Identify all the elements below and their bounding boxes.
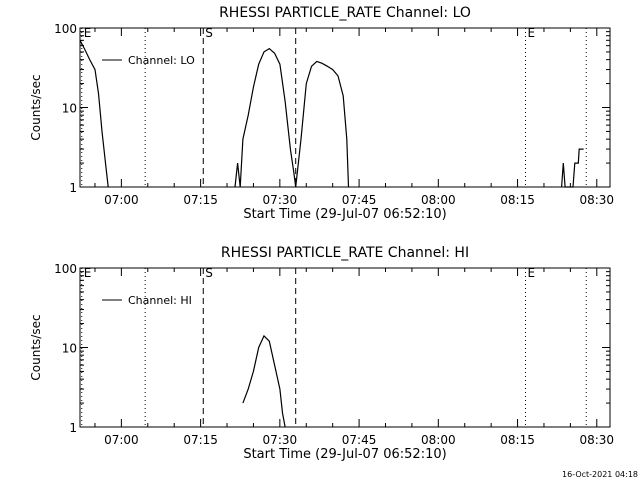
chart-title: RHESSI PARTICLE_RATE Channel: HI bbox=[221, 245, 469, 261]
x-tick-label: 08:30 bbox=[579, 433, 614, 447]
x-tick-label: 08:00 bbox=[421, 433, 456, 447]
y-tick-label: 10 bbox=[62, 102, 77, 116]
data-series-line bbox=[242, 334, 286, 428]
data-series-line bbox=[295, 60, 350, 188]
x-tick-label: 08:15 bbox=[500, 193, 535, 207]
y-axis-label: Counts/sec bbox=[29, 314, 43, 380]
event-marker-label: E bbox=[84, 26, 92, 40]
x-tick-label: 07:00 bbox=[104, 193, 139, 207]
event-marker-label: E bbox=[527, 266, 535, 280]
plot-panel-2: RHESSI PARTICLE_RATE Channel: HI 1 10 100 07… bbox=[29, 245, 614, 462]
legend-label: Channel: HI bbox=[128, 294, 192, 307]
chart-title: RHESSI PARTICLE_RATE Channel: LO bbox=[219, 5, 471, 21]
plot-panel-1: RHESSI PARTICLE_RATE Channel: LO 1 10 100 07… bbox=[29, 5, 614, 222]
y-tick-label: 1 bbox=[69, 181, 77, 195]
x-tick-label: 08:30 bbox=[579, 193, 614, 207]
plot-frame bbox=[79, 27, 611, 188]
x-axis-label: Start Time (29-Jul-07 06:52:10) bbox=[243, 447, 446, 462]
y-tick-label: 10 bbox=[62, 342, 77, 356]
y-tick-label: 1 bbox=[69, 421, 77, 435]
x-tick-label: 08:15 bbox=[500, 433, 535, 447]
x-tick-label: 07:45 bbox=[342, 193, 377, 207]
x-tick-label: 07:15 bbox=[183, 193, 218, 207]
event-marker-label: S bbox=[205, 266, 213, 280]
data-series-line bbox=[234, 47, 297, 188]
event-marker-label: E bbox=[84, 266, 92, 280]
legend-label: Channel: LO bbox=[128, 54, 195, 67]
x-tick-label: 08:00 bbox=[421, 193, 456, 207]
data-series-line bbox=[79, 40, 109, 188]
x-tick-label: 07:30 bbox=[263, 193, 298, 207]
plot-frame bbox=[79, 267, 611, 428]
x-tick-label: 07:30 bbox=[263, 433, 298, 447]
event-marker-label: E bbox=[527, 26, 535, 40]
generation-timestamp: 16-Oct-2021 04:18 bbox=[562, 470, 638, 479]
x-axis-label: Start Time (29-Jul-07 06:52:10) bbox=[243, 207, 446, 222]
y-tick-label: 100 bbox=[54, 262, 77, 276]
data-series-line bbox=[561, 148, 584, 188]
y-tick-label: 100 bbox=[54, 22, 77, 36]
y-axis-label: Counts/sec bbox=[29, 74, 43, 140]
x-tick-label: 07:15 bbox=[183, 433, 218, 447]
x-tick-label: 07:00 bbox=[104, 433, 139, 447]
event-marker-label: S bbox=[205, 26, 213, 40]
x-tick-label: 07:45 bbox=[342, 433, 377, 447]
